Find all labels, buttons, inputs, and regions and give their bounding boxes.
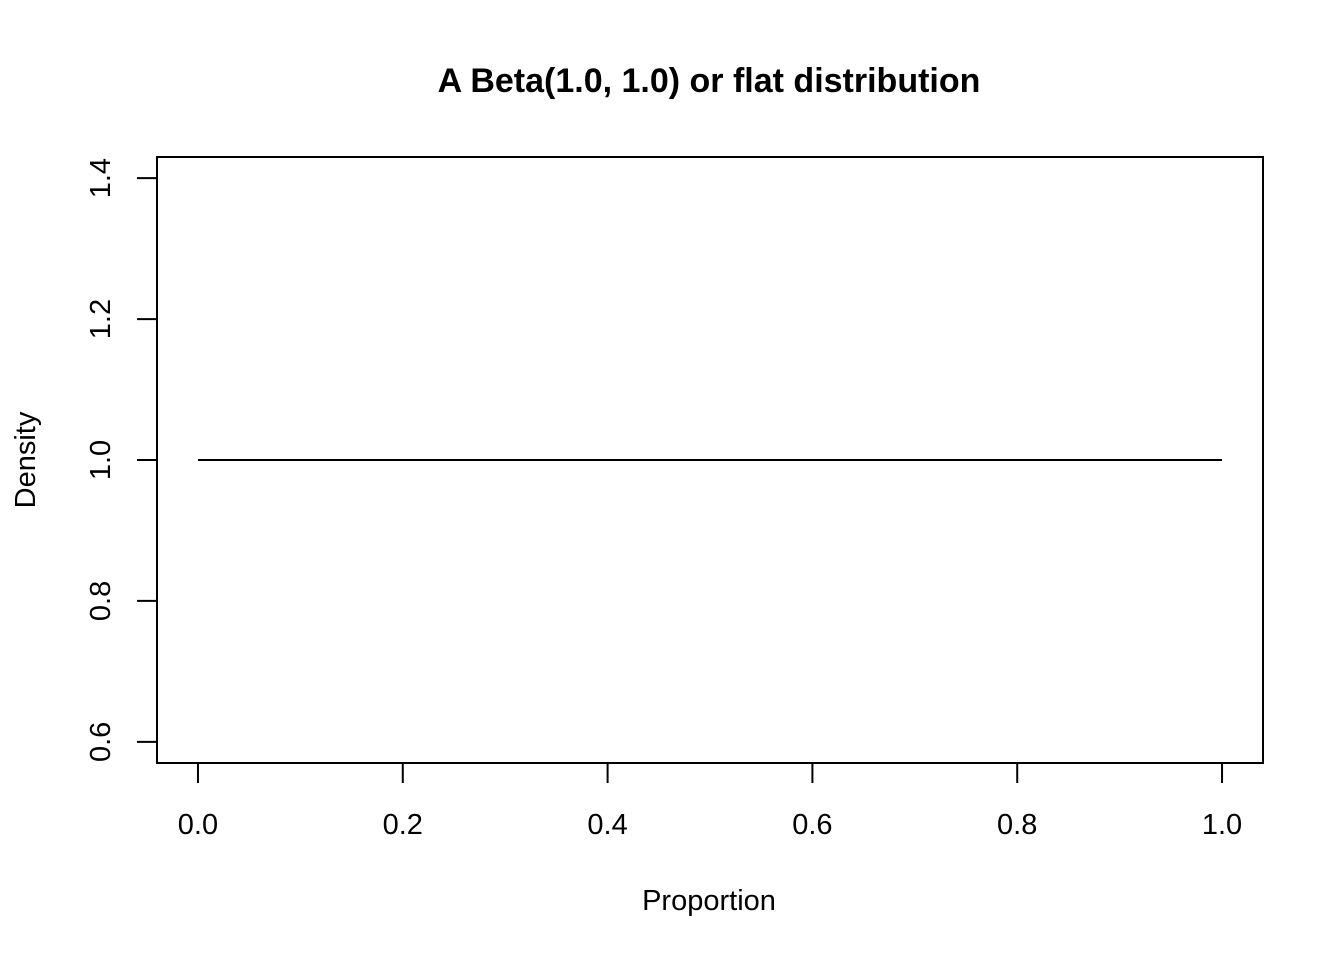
y-axis: 0.6 0.8 1.0 1.2 1.4 — [85, 158, 158, 762]
x-axis: 0.0 0.2 0.4 0.6 0.8 1.0 — [178, 762, 1242, 841]
x-tick-label: 1.0 — [1202, 809, 1242, 841]
x-tick-label: 0.0 — [178, 809, 218, 841]
y-tick-label: 0.8 — [85, 581, 117, 621]
x-tick-label: 0.4 — [587, 809, 627, 841]
y-tick-label: 1.4 — [85, 158, 117, 198]
y-tick-label: 1.0 — [85, 440, 117, 480]
x-axis-label: Proportion — [642, 885, 776, 917]
x-tick-label: 0.8 — [997, 809, 1037, 841]
x-tick-label: 0.2 — [383, 809, 423, 841]
y-tick-label: 1.2 — [85, 299, 117, 339]
y-axis-label: Density — [10, 411, 42, 508]
x-tick-label: 0.6 — [792, 809, 832, 841]
chart-title: A Beta(1.0, 1.0) or flat distribution — [438, 62, 981, 100]
y-tick-label: 0.6 — [85, 722, 117, 762]
